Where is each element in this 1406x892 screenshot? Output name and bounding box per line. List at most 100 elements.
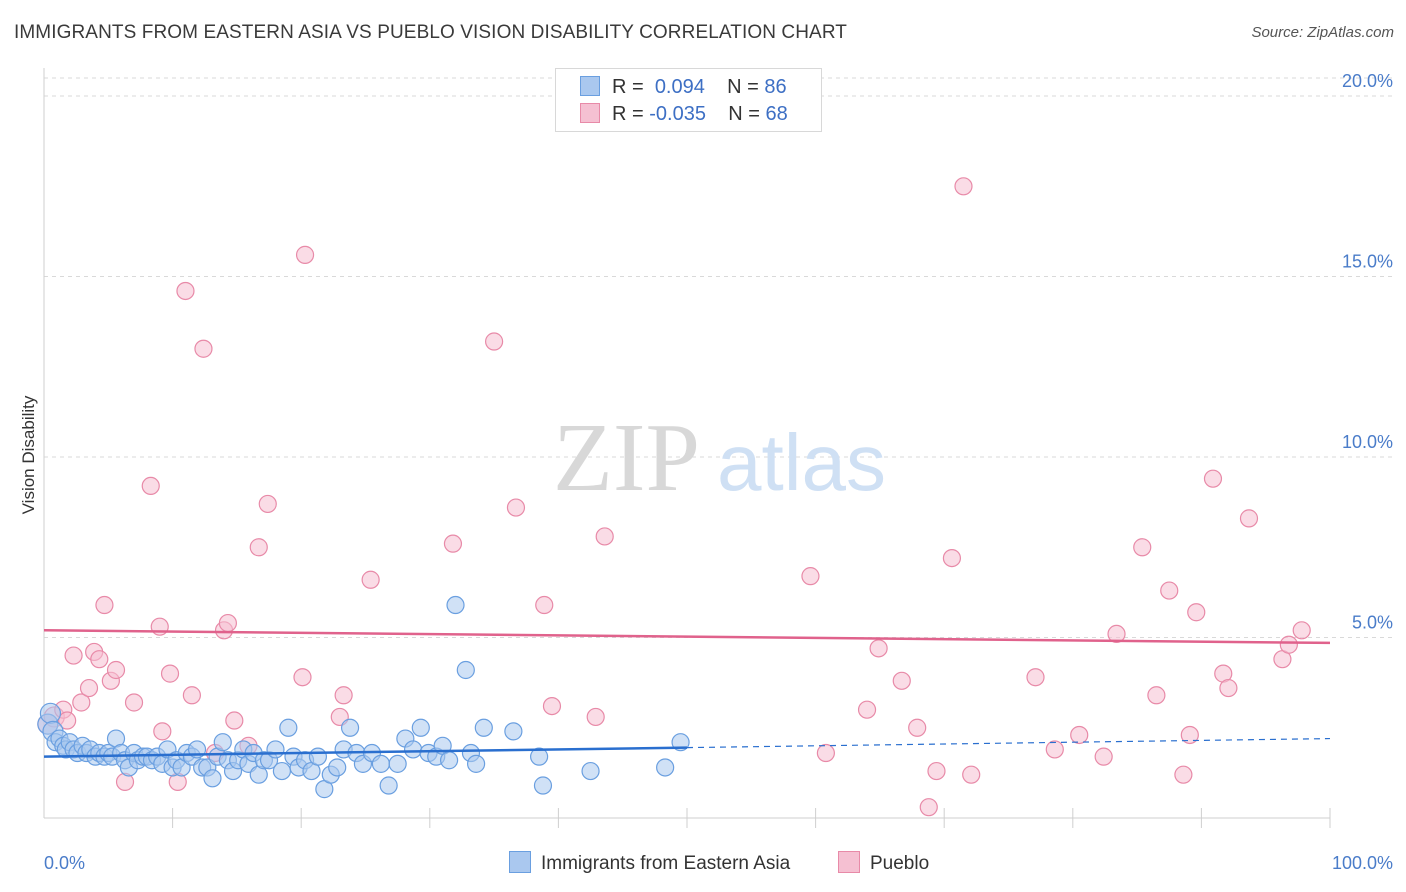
eastern-asia-point <box>308 747 328 766</box>
legend-n-value: 86 <box>764 76 787 98</box>
pueblo-point <box>258 494 277 514</box>
pueblo-point <box>361 570 380 589</box>
eastern-asia-point <box>504 722 523 741</box>
pueblo-point <box>954 177 973 196</box>
watermark-atlas: atlas <box>717 418 886 507</box>
legend-n-value: 68 <box>765 103 788 125</box>
eastern-asia-point <box>530 747 549 766</box>
pueblo-point <box>160 664 180 683</box>
pueblo-point <box>95 595 114 615</box>
legend-swatch-pink <box>580 103 600 123</box>
eastern-asia-point <box>203 769 222 788</box>
legend-r-value: -0.035 <box>649 103 706 125</box>
legend-r-label: R = <box>612 103 644 125</box>
x-tick-label-max: 100.0% <box>1332 853 1393 873</box>
pueblo-point <box>1180 725 1199 745</box>
pueblo-point <box>919 798 938 817</box>
eastern-asia-point <box>411 718 430 737</box>
pueblo-point <box>124 693 144 712</box>
y-tick-label: 5.0% <box>1352 613 1393 633</box>
eastern-asia-point <box>456 660 475 680</box>
y-tick-label: 20.0% <box>1342 71 1393 91</box>
x-tick-label-min: 0.0% <box>44 853 85 873</box>
pueblo-point <box>141 476 160 496</box>
eastern-asia-point <box>328 758 347 777</box>
eastern-asia-point <box>581 761 600 781</box>
eastern-asia-trend-line <box>43 746 688 758</box>
legend-swatch-blue <box>580 76 600 96</box>
pueblo-point <box>535 595 554 615</box>
pueblo-point <box>334 686 353 705</box>
correlation-legend: R = 0.094 N = 86 R = -0.035 N = 68 <box>555 68 822 132</box>
pueblo-point <box>1203 469 1223 488</box>
pueblo-point <box>1147 686 1166 705</box>
bottom-legend-eastern-asia: Immigrants from Eastern Asia <box>509 851 790 875</box>
pueblo-point <box>90 650 109 669</box>
pueblo-point <box>506 498 526 517</box>
trend-lines <box>43 629 1331 758</box>
watermark-zip: ZIP <box>553 404 700 512</box>
bottom-legend-pueblo: Pueblo <box>838 851 929 875</box>
pueblo-point <box>194 339 213 358</box>
bottom-legend-swatch-pink <box>838 851 860 873</box>
legend-r-value: 0.094 <box>654 76 705 98</box>
y-axis-label: Vision Disability <box>19 395 38 514</box>
watermark: ZIP atlas <box>553 404 886 512</box>
pueblo-point <box>64 646 83 665</box>
gridlines <box>44 77 1393 639</box>
pueblo-point <box>857 700 877 719</box>
pueblo-trend-line <box>43 629 1331 645</box>
pueblo-point <box>962 765 981 784</box>
pueblo-point <box>869 639 888 658</box>
pueblo-point <box>1187 603 1206 622</box>
pueblo-point <box>816 743 835 763</box>
y-tick-label: 15.0% <box>1342 252 1393 272</box>
eastern-asia-point <box>279 718 298 737</box>
eastern-asia-point <box>266 740 285 759</box>
pueblo-point <box>1292 621 1311 640</box>
y-tick-label: 10.0% <box>1342 432 1393 452</box>
pueblo-point <box>1219 678 1238 698</box>
eastern-asia-point <box>533 776 553 795</box>
pueblo-point <box>1026 668 1045 687</box>
eastern-asia-point <box>388 754 407 773</box>
pueblo-point <box>1094 747 1113 766</box>
eastern-asia-point <box>340 718 360 737</box>
pueblo-point <box>79 678 99 698</box>
eastern-asia-point <box>474 718 493 737</box>
pueblo-point <box>153 722 172 741</box>
eastern-asia-trend-extension <box>686 737 1331 749</box>
pueblo-point <box>218 613 237 633</box>
eastern-asia-point <box>371 754 391 773</box>
pueblo-point <box>443 534 463 553</box>
pueblo-point <box>595 527 614 546</box>
legend-n-label: N = <box>728 103 760 125</box>
bottom-legend-label: Immigrants from Eastern Asia <box>541 853 791 874</box>
eastern-asia-point <box>213 733 232 752</box>
bottom-legend-swatch-blue <box>509 851 531 873</box>
pueblo-point <box>72 693 91 712</box>
legend-r-label: R = <box>612 76 644 98</box>
pueblo-point <box>586 707 605 727</box>
pueblo-point <box>1239 509 1259 528</box>
pueblo-point <box>249 538 268 557</box>
pueblo-point <box>106 660 126 680</box>
pueblo-point <box>927 761 946 781</box>
eastern-asia-point <box>439 751 459 770</box>
eastern-asia-point <box>272 761 292 781</box>
pueblo-point <box>182 686 201 705</box>
legend-row-pueblo: R = -0.035 N = 68 <box>580 103 788 127</box>
pueblo-point <box>1279 635 1298 654</box>
pueblo-point <box>295 245 315 264</box>
eastern-asia-point <box>466 754 486 773</box>
pueblo-point <box>225 711 244 730</box>
pueblo-point <box>801 567 820 586</box>
pueblo-point <box>942 548 962 568</box>
pueblo-point <box>176 281 195 301</box>
pueblo-point <box>1174 765 1193 784</box>
pueblo-point <box>908 718 927 737</box>
bottom-legend-label: Pueblo <box>870 853 930 874</box>
pueblo-point <box>542 696 562 716</box>
pueblo-point <box>485 332 504 351</box>
